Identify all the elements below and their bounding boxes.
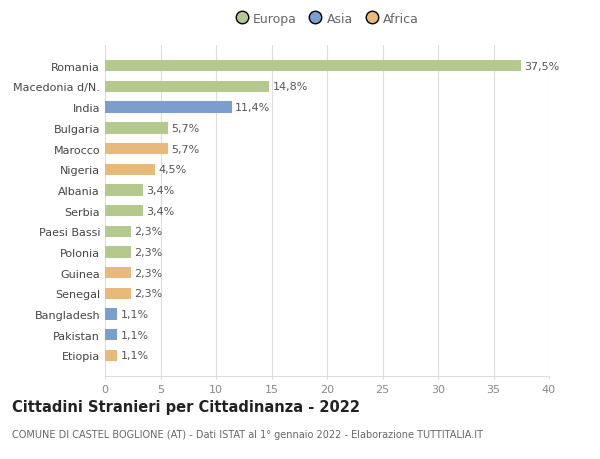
Text: 5,7%: 5,7% xyxy=(172,144,200,154)
Text: 37,5%: 37,5% xyxy=(524,62,560,72)
Bar xyxy=(105,144,168,155)
Bar xyxy=(105,309,117,320)
Bar xyxy=(105,226,131,237)
Text: 1,1%: 1,1% xyxy=(121,330,149,340)
Text: 1,1%: 1,1% xyxy=(121,351,149,361)
Bar xyxy=(105,102,232,113)
Bar xyxy=(105,123,168,134)
Text: 3,4%: 3,4% xyxy=(146,185,175,196)
Text: 1,1%: 1,1% xyxy=(121,309,149,319)
Text: 5,7%: 5,7% xyxy=(172,123,200,134)
Text: 2,3%: 2,3% xyxy=(134,227,162,237)
Bar xyxy=(105,330,117,341)
Text: 2,3%: 2,3% xyxy=(134,247,162,257)
Bar xyxy=(105,206,143,217)
Bar xyxy=(105,185,143,196)
Bar xyxy=(105,268,131,279)
Text: 14,8%: 14,8% xyxy=(272,82,308,92)
Legend: Europa, Asia, Africa: Europa, Asia, Africa xyxy=(232,9,422,30)
Bar xyxy=(105,82,269,93)
Bar xyxy=(105,164,155,175)
Text: 2,3%: 2,3% xyxy=(134,268,162,278)
Text: 4,5%: 4,5% xyxy=(158,165,187,175)
Text: 11,4%: 11,4% xyxy=(235,103,270,113)
Bar xyxy=(105,61,521,72)
Bar xyxy=(105,288,131,299)
Bar xyxy=(105,247,131,258)
Text: 2,3%: 2,3% xyxy=(134,289,162,299)
Bar xyxy=(105,350,117,361)
Text: COMUNE DI CASTEL BOGLIONE (AT) - Dati ISTAT al 1° gennaio 2022 - Elaborazione TU: COMUNE DI CASTEL BOGLIONE (AT) - Dati IS… xyxy=(12,429,483,439)
Text: 3,4%: 3,4% xyxy=(146,206,175,216)
Text: Cittadini Stranieri per Cittadinanza - 2022: Cittadini Stranieri per Cittadinanza - 2… xyxy=(12,399,360,414)
